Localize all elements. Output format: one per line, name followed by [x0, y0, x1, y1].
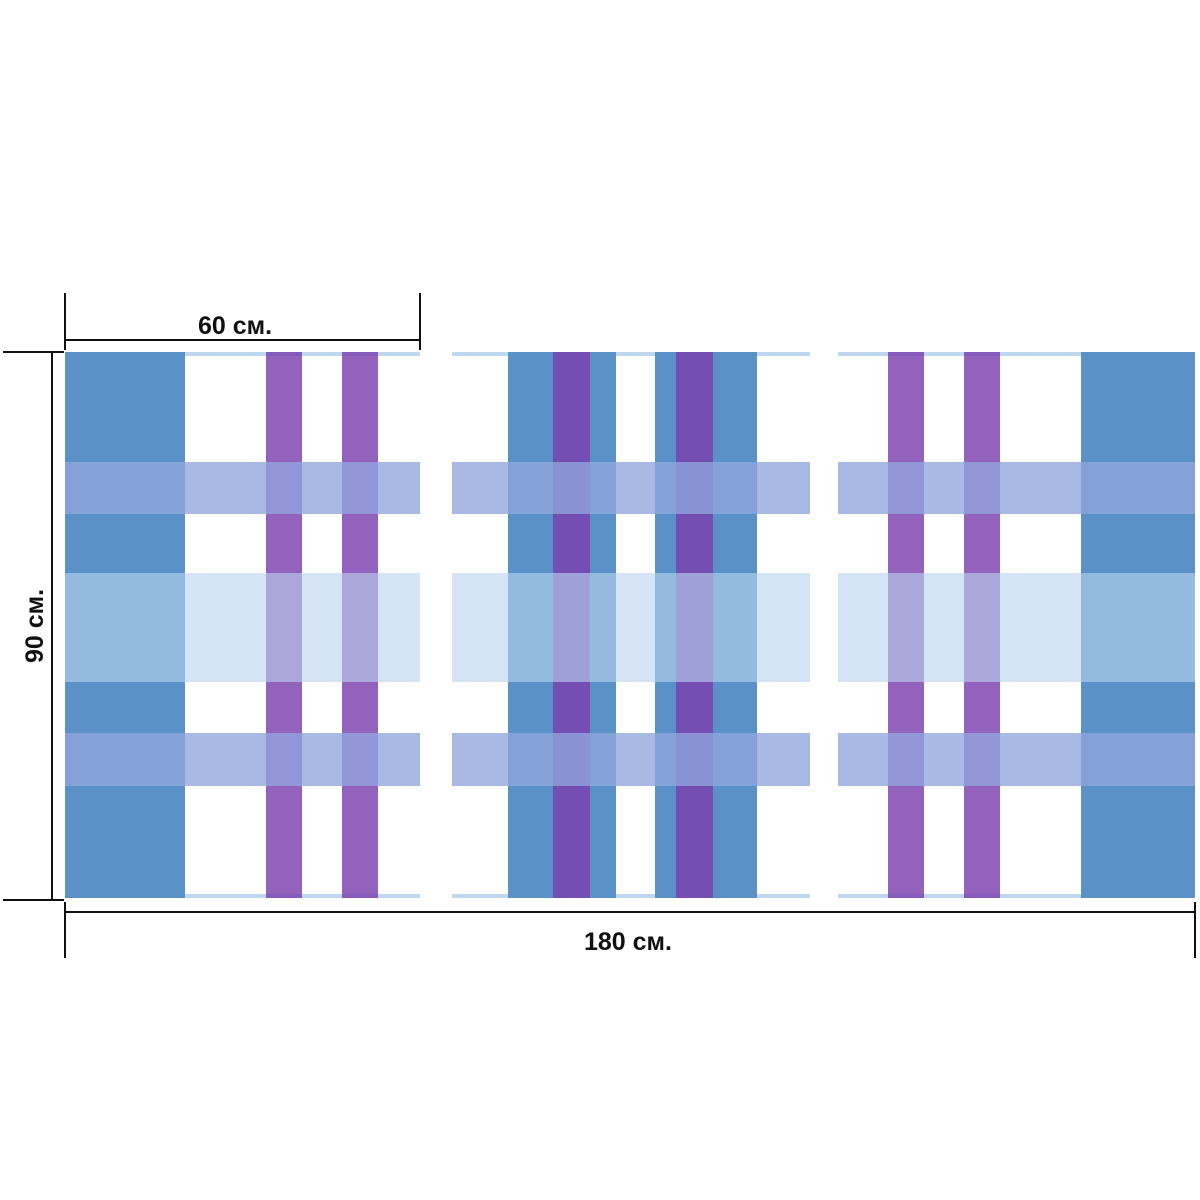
- canvas-panel-center: [452, 352, 810, 898]
- height-label: 90 см.: [21, 589, 49, 663]
- total-width-label: 180 см.: [584, 928, 672, 956]
- horizontal-band: [65, 573, 420, 682]
- panel-top-edge: [65, 352, 420, 356]
- canvas-panel-left: [65, 352, 420, 898]
- horizontal-band: [65, 733, 420, 786]
- horizontal-band: [65, 462, 420, 514]
- canvas-panel-right: [838, 352, 1195, 898]
- horizontal-band: [452, 462, 810, 514]
- horizontal-band: [838, 573, 1195, 682]
- panel-top-edge: [838, 352, 1195, 356]
- total-width-dimension: 180 см.: [64, 902, 1196, 958]
- panel-bottom-edge: [65, 894, 420, 898]
- panel-bottom-edge: [452, 894, 810, 898]
- horizontal-band: [838, 733, 1195, 786]
- height-dimension: 90 см.: [3, 351, 64, 901]
- horizontal-band: [452, 573, 810, 682]
- horizontal-band: [452, 733, 810, 786]
- panel-width-dimension: 60 см.: [64, 293, 421, 350]
- panel-top-edge: [452, 352, 810, 356]
- panel-bottom-edge: [838, 894, 1195, 898]
- panel-width-label: 60 см.: [198, 312, 272, 340]
- horizontal-band: [838, 462, 1195, 514]
